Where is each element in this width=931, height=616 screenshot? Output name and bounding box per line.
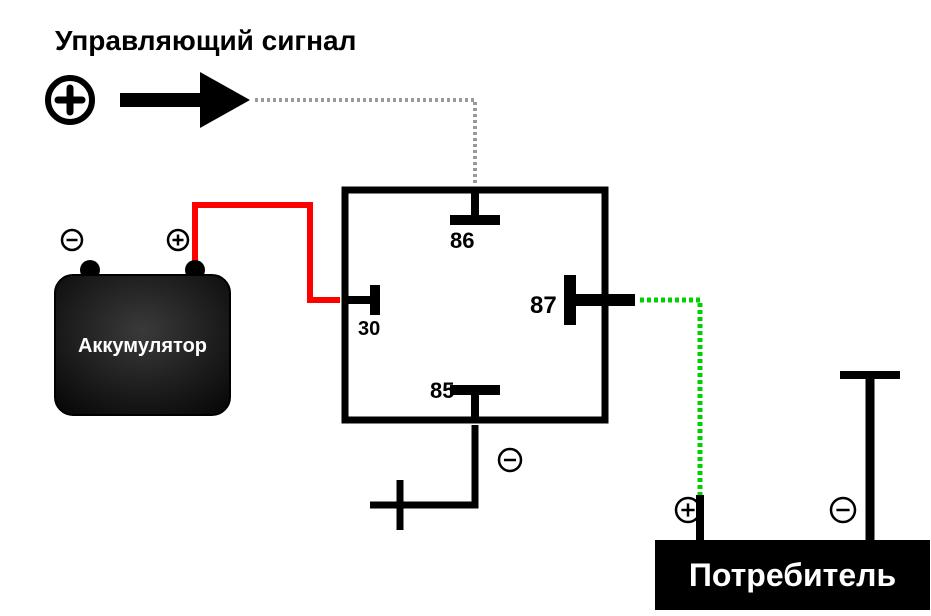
plus-icon [48, 78, 92, 122]
terminal-30-label: 30 [358, 318, 380, 340]
consumer-label: Потребитель [689, 557, 896, 593]
battery-block: Аккумулятор [55, 260, 230, 415]
battery-label: Аккумулятор [78, 335, 207, 357]
terminal-85-label: 85 [430, 378, 454, 403]
terminal-86-label: 86 [450, 228, 474, 253]
title-label: Управляющий сигнал [55, 25, 356, 56]
terminal-87-label: 87 [530, 292, 557, 319]
